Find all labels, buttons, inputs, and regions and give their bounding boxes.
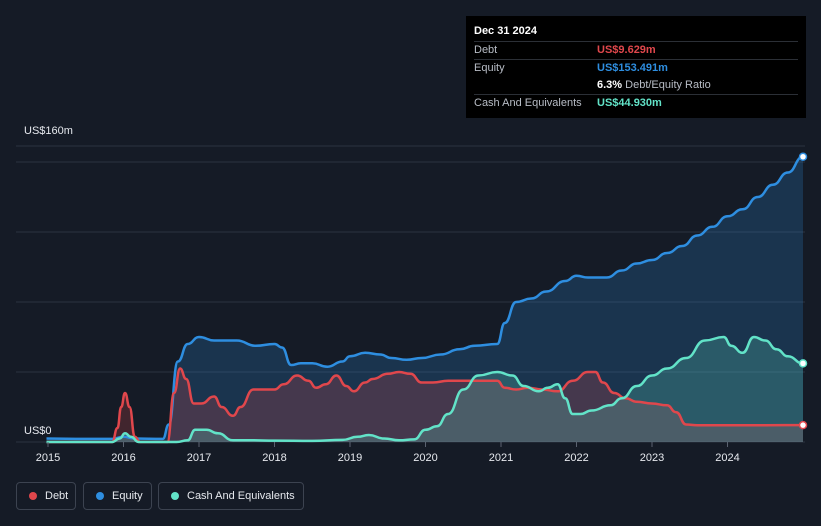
y-axis-top-label: US$160m xyxy=(24,125,73,137)
x-tick-label: 2018 xyxy=(262,452,286,464)
legend-cash-label: Cash And Equivalents xyxy=(187,490,295,502)
x-tick-label: 2019 xyxy=(338,452,362,464)
equity-end-marker xyxy=(798,152,808,161)
x-tick-label: 2022 xyxy=(564,452,588,464)
legend-equity[interactable]: Equity xyxy=(83,482,152,510)
data-tooltip: Dec 31 2024 Debt US$9.629m Equity US$153… xyxy=(466,16,806,118)
x-tick-label: 2024 xyxy=(715,452,739,464)
legend-debt[interactable]: Debt xyxy=(16,482,76,510)
equity-area xyxy=(46,156,803,443)
tooltip-row-cash: Cash And Equivalents US$44.930m xyxy=(474,94,798,112)
legend-debt-label: Debt xyxy=(45,490,69,502)
chart-end-markers xyxy=(798,152,808,430)
x-tick-label: 2023 xyxy=(640,452,664,464)
tooltip-cash-value: US$44.930m xyxy=(597,97,662,109)
debt-end-marker xyxy=(798,420,808,430)
x-tick-label: 2020 xyxy=(413,452,437,464)
x-axis: 2015 2016 2017 2018 2019 2020 2021 2022 2023 2024 xyxy=(36,442,740,464)
tooltip-date: Dec 31 2024 xyxy=(474,25,537,37)
debt-line xyxy=(46,367,804,444)
tooltip-debt-value: US$9.629m xyxy=(597,44,656,56)
chart-lines xyxy=(46,155,804,444)
legend-cash[interactable]: Cash And Equivalents xyxy=(158,482,304,510)
debt-area xyxy=(46,368,803,442)
tooltip-ratio-value: 6.3% xyxy=(597,79,623,91)
x-tick-label: 2015 xyxy=(36,452,60,464)
tooltip-ratio-label: Debt/Equity Ratio xyxy=(625,79,711,91)
tooltip-debt-label: Debt xyxy=(474,44,498,56)
tooltip-cash-label: Cash And Equivalents xyxy=(474,97,582,109)
tooltip-row-ratio: 6.3% Debt/Equity Ratio xyxy=(474,77,798,94)
x-tick-label: 2017 xyxy=(187,452,211,464)
tooltip-row-debt: Debt US$9.629m xyxy=(474,41,798,59)
x-tick-label: 2021 xyxy=(489,452,513,464)
cash-area xyxy=(46,337,803,442)
tooltip-ratio: 6.3% Debt/Equity Ratio xyxy=(597,77,711,94)
tooltip-equity-label: Equity xyxy=(474,62,505,74)
equity-line xyxy=(46,155,804,441)
chart-grid xyxy=(16,145,805,443)
y-axis-zero-label: US$0 xyxy=(24,425,52,437)
legend-equity-label: Equity xyxy=(112,490,143,502)
x-tick-label: 2016 xyxy=(111,452,135,464)
tooltip-row-equity: Equity US$153.491m xyxy=(474,59,798,77)
cash-end-marker xyxy=(798,359,808,368)
chart-areas xyxy=(46,156,803,443)
legend-equity-dot xyxy=(96,492,104,500)
cash-line xyxy=(46,335,804,444)
legend-cash-dot xyxy=(171,492,179,500)
tooltip-equity-value: US$153.491m xyxy=(597,62,668,74)
legend-debt-dot xyxy=(29,492,37,500)
